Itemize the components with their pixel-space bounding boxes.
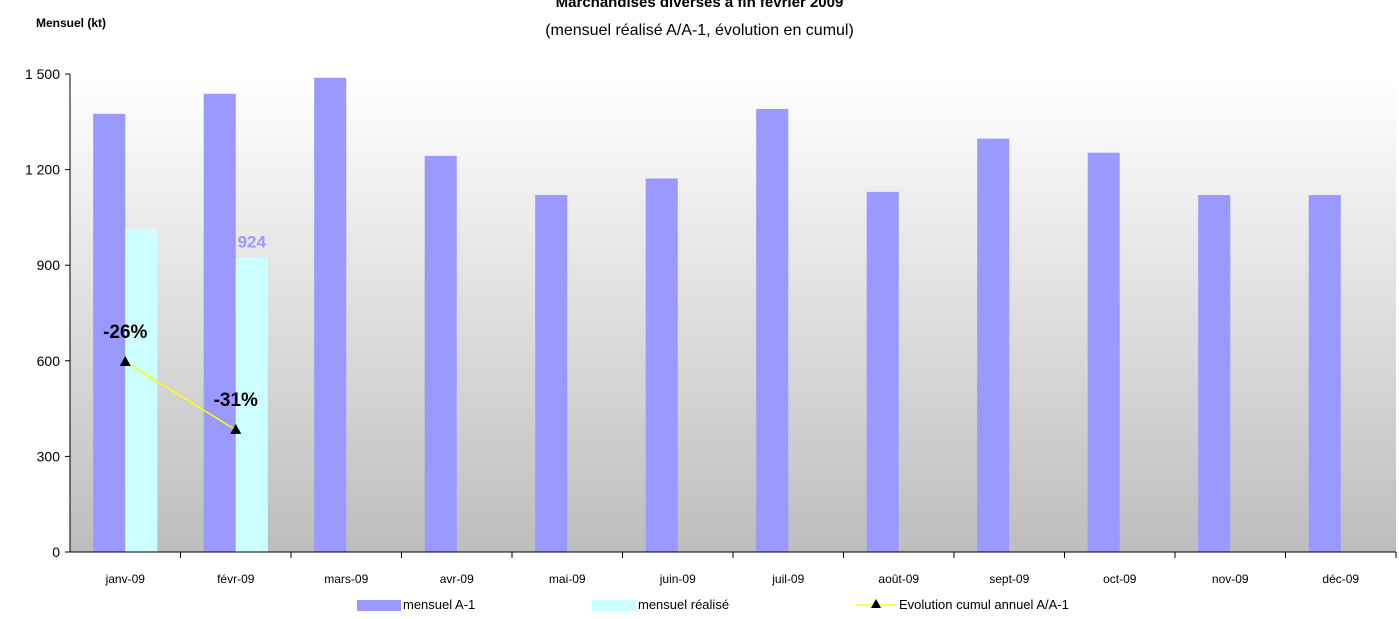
bar-mensuel-a1-0 — [93, 113, 126, 552]
evolution-marker-0 — [119, 356, 131, 366]
bar-mensuel-a1-10 — [1198, 195, 1231, 553]
y-axis-unit-label: Mensuel (kt) — [36, 16, 107, 30]
bar-mensuel-a1-6 — [756, 109, 789, 552]
x-tick-label-3: avr-09 — [440, 572, 474, 586]
bar-mensuel-a1-4 — [535, 195, 568, 553]
y-tick-label-5: 1 500 — [25, 66, 60, 82]
legend-swatch-mensuel-a1 — [357, 600, 401, 611]
evolution-line — [124, 361, 237, 431]
bar-mensuel-a1-9 — [1087, 152, 1120, 552]
evolution-marker-1 — [230, 423, 242, 434]
bar-mensuel-a1-1 — [203, 93, 236, 553]
evolution-label-0: -26% — [103, 322, 147, 343]
x-tick-label-8: sept-09 — [989, 572, 1029, 586]
legend-swatch-mensuel-realise — [592, 600, 636, 611]
bar-mensuel-a1-3 — [424, 155, 457, 552]
legend-label-evolution: Evolution cumul annuel A/A-1 — [899, 597, 1069, 612]
x-tick-label-5: juin-09 — [659, 572, 696, 586]
legend-label-mensuel-realise: mensuel réalisé — [638, 597, 729, 612]
data-label-0: 924 — [238, 233, 267, 252]
legend-swatch-evolution-marker — [871, 599, 881, 608]
bar-mensuel-a1-8 — [977, 138, 1010, 552]
x-tick-label-2: mars-09 — [324, 572, 368, 586]
chart-subtitle: (mensuel réalisé A/A-1, évolution en cum… — [545, 22, 854, 39]
plot-area — [70, 74, 1396, 552]
bar-mensuel-a1-7 — [866, 191, 899, 552]
bar-mensuel-a1-11 — [1308, 195, 1341, 553]
legend-label-mensuel-a1: mensuel A-1 — [403, 597, 475, 612]
y-tick-label-4: 1 200 — [25, 162, 60, 178]
x-tick-label-10: nov-09 — [1212, 572, 1249, 586]
x-tick-label-11: déc-09 — [1322, 572, 1359, 586]
x-tick-label-7: août-09 — [878, 572, 919, 586]
bar-mensuel-a1-2 — [314, 77, 347, 552]
y-tick-label-0: 0 — [52, 544, 60, 560]
x-tick-label-0: janv-09 — [105, 572, 146, 586]
evolution-label-1: -31% — [214, 390, 258, 411]
y-tick-label-1: 300 — [37, 448, 61, 464]
bar-mensuel-realise-0 — [125, 229, 158, 552]
x-tick-label-4: mai-09 — [549, 572, 586, 586]
x-tick-label-1: févr-09 — [217, 572, 255, 586]
bar-mensuel-realise-1 — [235, 257, 268, 552]
y-tick-label-3: 900 — [37, 257, 61, 273]
bar-mensuel-a1-5 — [645, 178, 678, 553]
y-tick-label-2: 600 — [37, 353, 61, 369]
x-tick-label-9: oct-09 — [1103, 572, 1137, 586]
x-tick-label-6: juil-09 — [771, 572, 804, 586]
chart-title: Marchandises diverses à fin février 2009 — [555, 0, 844, 11]
